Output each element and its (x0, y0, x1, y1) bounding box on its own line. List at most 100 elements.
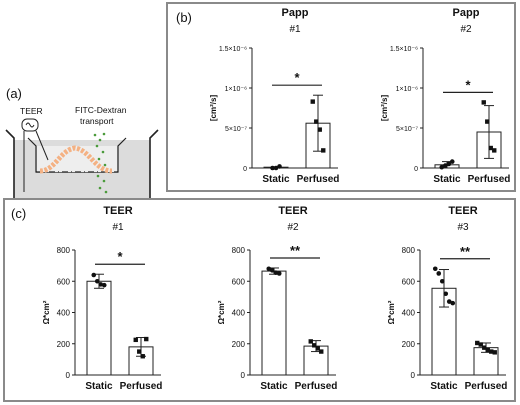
data-point (101, 282, 107, 288)
data-point (269, 268, 275, 273)
chart-title: TEER (103, 205, 132, 217)
category-label: Static (262, 174, 290, 185)
data-point (481, 100, 486, 105)
category-label: Perfused (295, 381, 338, 392)
y-tick-label: 400 (402, 309, 416, 318)
y-tick-label: 5×10⁻⁷ (396, 126, 418, 133)
chart-c-4: TEER #2 0 200 400 600 800 Ω*cm² Static Perfused ** (217, 205, 337, 392)
category-label: Static (430, 381, 458, 392)
category-label: Perfused (468, 174, 511, 185)
dextran-dots (93, 132, 108, 194)
data-point (133, 337, 138, 343)
data-point (91, 272, 97, 278)
y-axis-label: [cm²/s] (209, 95, 218, 122)
y-tick-label: 600 (232, 277, 246, 286)
y-tick-label: 0 (411, 371, 416, 380)
chart-b-1: Papp #1 0 5×10⁻⁷ 1×10⁻⁶ 1.5×10⁻⁶ [cm²/s] Static… (209, 7, 339, 185)
y-tick-label: 200 (402, 340, 416, 349)
data-point (449, 159, 455, 164)
panel-c: (c) TEER #1 0 200 400 600 800 Ω*cm² Static Perfus… (3, 198, 516, 402)
data-point (312, 343, 317, 348)
data-point (446, 161, 452, 167)
y-tick-label: 0 (414, 166, 418, 173)
chart-subtitle: #1 (112, 222, 124, 233)
category-label: Static (260, 381, 288, 392)
data-point (482, 345, 487, 350)
data-point (137, 349, 142, 354)
data-point (442, 163, 448, 168)
significance-marker: ** (290, 243, 301, 258)
data-point (273, 165, 279, 171)
data-point (277, 164, 282, 169)
y-axis-label: Ω*cm² (387, 300, 396, 324)
y-tick-label: 800 (232, 246, 246, 255)
y-tick-label: 0 (243, 166, 247, 173)
data-point (485, 347, 490, 353)
panel-a-label: (a) (6, 86, 22, 101)
electrode-right (35, 130, 49, 161)
data-point (273, 270, 279, 275)
panel-c-label: (c) (11, 206, 27, 221)
data-point (450, 300, 456, 306)
data-point (439, 278, 445, 284)
y-tick-label: 5×10⁻⁷ (225, 126, 247, 133)
chart-subtitle: #1 (289, 24, 301, 35)
y-tick-label: 1×10⁻⁶ (225, 86, 247, 93)
data-point (489, 349, 494, 354)
chart-b-2: Papp #2 0 5×10⁻⁷ 1×10⁻⁶ 1.5×10⁻⁶ [cm²/s] Static… (380, 7, 510, 185)
panel-b-label: (b) (176, 10, 192, 25)
y-tick-label: 200 (57, 340, 71, 349)
y-tick-label: 0 (66, 371, 71, 380)
significance-marker: ** (460, 244, 471, 259)
meter-symbol (25, 122, 35, 128)
chart-title: TEER (448, 205, 477, 217)
y-tick-label: 1×10⁻⁶ (396, 86, 418, 93)
transport-label-1: FITC-Dextran (75, 105, 127, 115)
data-point (98, 282, 104, 287)
y-tick-label: 1.5×10⁻⁶ (219, 46, 247, 53)
chart-subtitle: #3 (457, 222, 469, 233)
y-tick-label: 1.5×10⁻⁶ (390, 46, 418, 53)
data-point (308, 339, 313, 344)
y-tick-label: 800 (57, 246, 71, 255)
chart-c-3: TEER #1 0 200 400 600 800 Ω*cm² Static Perfused * (42, 205, 162, 392)
bar-static (261, 270, 287, 376)
y-axis-label: Ω*cm² (42, 300, 51, 324)
data-point (478, 342, 483, 347)
y-tick-label: 600 (57, 277, 71, 286)
y-tick-label: 400 (232, 309, 246, 318)
data-point (432, 266, 438, 272)
y-tick-label: 400 (57, 309, 71, 318)
y-axis-label: Ω*cm² (217, 300, 226, 324)
y-axis-label: [cm²/s] (380, 95, 389, 122)
bar-static (86, 280, 112, 376)
chart-subtitle: #2 (287, 222, 299, 233)
y-tick-label: 200 (232, 340, 246, 349)
significance-marker: * (465, 77, 471, 92)
data-point (446, 299, 452, 304)
chart-title: Papp (453, 7, 480, 19)
cell-layer (39, 145, 113, 174)
chart-title: TEER (278, 205, 307, 217)
category-label: Static (85, 381, 113, 392)
category-label: Perfused (465, 381, 508, 392)
papp-charts: Papp #1 0 5×10⁻⁷ 1×10⁻⁶ 1.5×10⁻⁶ [cm²/s] Static… (209, 7, 510, 185)
data-point (276, 271, 282, 276)
teer-label: TEER (20, 106, 43, 116)
category-label: Perfused (120, 381, 163, 392)
data-point (314, 119, 319, 124)
category-label: Perfused (297, 174, 340, 185)
chart-title: Papp (282, 7, 309, 19)
y-tick-label: 800 (402, 246, 416, 255)
data-point (475, 340, 480, 346)
data-point (270, 165, 275, 171)
data-point (144, 336, 149, 342)
panel-b: (b) Papp #1 0 5×10⁻⁷ 1×10⁻⁶ 1.5×10⁻⁶ [cm²/s] St… (166, 2, 516, 192)
data-point (94, 278, 100, 284)
data-point (443, 291, 449, 297)
chart-c-5: TEER #3 0 200 400 600 800 Ω*cm² Static Perfused ** (387, 205, 507, 392)
chart-subtitle: #2 (460, 24, 472, 35)
data-point (317, 127, 322, 132)
data-point (140, 354, 145, 359)
